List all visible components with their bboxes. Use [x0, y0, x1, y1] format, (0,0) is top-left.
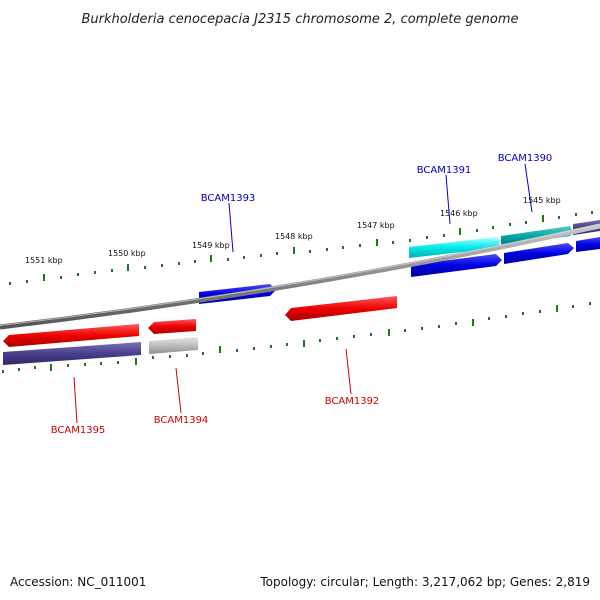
reverse-feature-row-outer: [3, 337, 198, 365]
grey-feature: [149, 337, 198, 354]
purple-feature: [3, 342, 141, 365]
forward-cds-row: [199, 237, 600, 304]
map-title: Burkholderia cenocepacia J2315 chromosom…: [81, 12, 518, 27]
inner-tick-ring: [2, 302, 591, 373]
kbp-label: 1550 kbp: [108, 249, 146, 258]
gene-label-bcam1390[interactable]: BCAM1390: [498, 153, 553, 164]
gene-arrow-bcam1394[interactable]: [148, 319, 196, 334]
gene-label-bcam1391[interactable]: BCAM1391: [417, 165, 472, 176]
kbp-label: 1548 kbp: [275, 232, 313, 241]
accession-text: Accession: NC_011001: [10, 575, 146, 589]
gene-label-bcam1393[interactable]: BCAM1393: [201, 193, 256, 204]
kbp-label: 1547 kbp: [357, 221, 395, 230]
kbp-label: 1546 kbp: [440, 209, 478, 218]
kbp-label: 1545 kbp: [523, 196, 561, 205]
genome-backbone: [0, 223, 600, 330]
genome-summary-text: Topology: circular; Length: 3,217,062 bp…: [259, 575, 590, 589]
gene-label-bcam1395[interactable]: BCAM1395: [51, 425, 106, 436]
gene-label-bcam1394[interactable]: BCAM1394: [154, 415, 209, 426]
cyan-feature: [409, 237, 500, 258]
gene-arrow-partial[interactable]: [576, 237, 600, 252]
gene-arrow-bcam1390[interactable]: [504, 243, 574, 264]
outer-tick-ring: [9, 211, 593, 285]
kbp-label: 1549 kbp: [192, 241, 230, 250]
reverse-cds-row: [3, 296, 397, 347]
gene-label-bcam1392[interactable]: BCAM1392: [325, 396, 380, 407]
gene-arrow-bcam1395[interactable]: [3, 324, 139, 347]
gene-arrow-bcam1391[interactable]: [411, 254, 502, 277]
gene-arrow-bcam1392[interactable]: [285, 296, 397, 321]
forward-feature-row-outer: [409, 220, 600, 258]
kbp-label: 1551 kbp: [25, 256, 63, 265]
label-leaders: [73, 163, 533, 424]
